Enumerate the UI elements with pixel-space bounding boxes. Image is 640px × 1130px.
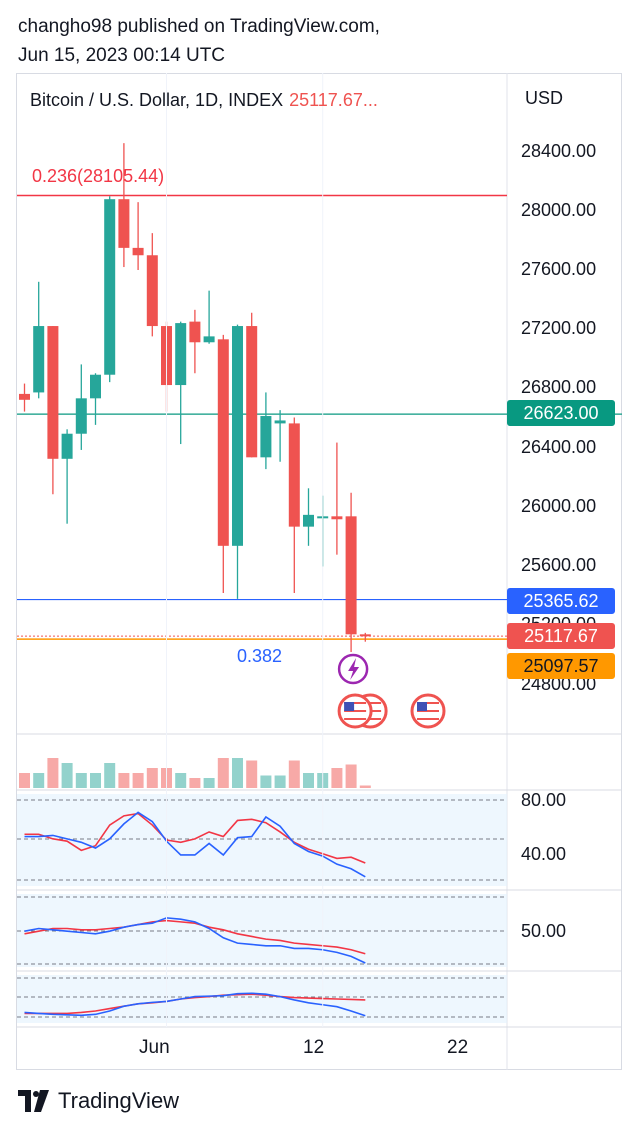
oscillator-line bbox=[24, 812, 366, 864]
candle-body bbox=[189, 321, 201, 343]
candle-body bbox=[359, 634, 371, 637]
us-flag-stripe bbox=[344, 714, 367, 716]
candle-body bbox=[19, 393, 30, 400]
candle-body bbox=[246, 326, 258, 458]
candle-body bbox=[75, 398, 87, 434]
tradingview-logo[interactable]: TradingView bbox=[18, 1088, 179, 1114]
candle-body bbox=[288, 423, 300, 527]
oscillator-line bbox=[24, 992, 366, 1017]
y-tick-label: 26400.00 bbox=[521, 437, 597, 457]
us-flag-stripe bbox=[417, 710, 439, 712]
candle-body bbox=[232, 326, 243, 546]
candle-body bbox=[146, 255, 158, 327]
y-tick-label: 27200.00 bbox=[521, 318, 597, 338]
candle-body bbox=[217, 339, 229, 546]
volume-bar bbox=[359, 785, 371, 788]
volume-bar bbox=[132, 773, 144, 788]
volume-bar bbox=[90, 773, 101, 788]
osc1-tick-label: 40.00 bbox=[521, 844, 567, 864]
volume-bar bbox=[118, 773, 130, 788]
volume-bar bbox=[303, 773, 314, 788]
candle-body bbox=[118, 199, 130, 248]
symbol-legend: Bitcoin / U.S. Dollar, 1D, INDEX 25117.67… bbox=[30, 90, 378, 111]
candle-body bbox=[331, 516, 343, 520]
x-tick-label: 22 bbox=[447, 1037, 469, 1058]
us-flag-stripe bbox=[344, 718, 367, 720]
y-tick-label: 25600.00 bbox=[521, 555, 597, 575]
y-tick-label: 28400.00 bbox=[521, 141, 597, 161]
volume-bar bbox=[260, 775, 272, 788]
currency-label[interactable]: USD bbox=[525, 88, 564, 108]
candle-body bbox=[132, 247, 144, 256]
us-flag-stripe bbox=[344, 702, 367, 704]
candle-body bbox=[345, 516, 357, 635]
fib-upper-label: 0.236(28105.44) bbox=[32, 166, 165, 186]
candle-body bbox=[260, 416, 272, 458]
candle-body bbox=[175, 323, 187, 386]
us-flag-stripe bbox=[417, 718, 439, 720]
us-flag-canton bbox=[417, 702, 427, 711]
oscillator-line bbox=[24, 919, 366, 955]
us-flag-canton bbox=[344, 702, 355, 711]
us-flag-stripe bbox=[344, 706, 367, 708]
candle-body bbox=[303, 514, 314, 527]
volume-bar bbox=[232, 758, 243, 788]
osc2-tick-label: 50.00 bbox=[521, 921, 567, 941]
candle-body bbox=[90, 374, 101, 399]
volume-bar bbox=[217, 758, 229, 788]
volume-bar bbox=[246, 760, 258, 788]
publish-header: changho98 published on TradingView.com, … bbox=[18, 12, 380, 70]
x-tick-label: 12 bbox=[303, 1037, 325, 1058]
us-flag-stripe bbox=[417, 714, 439, 716]
oscillator-line bbox=[24, 993, 366, 1015]
volume-bar bbox=[104, 763, 116, 788]
symbol-name: Bitcoin / U.S. Dollar, 1D, INDEX bbox=[30, 90, 284, 110]
x-tick-label: Jun bbox=[139, 1037, 170, 1058]
volume-bar bbox=[274, 775, 286, 788]
y-tick-label: 24800.00 bbox=[521, 674, 597, 694]
volume-bar bbox=[61, 763, 73, 788]
candle-body bbox=[61, 433, 73, 459]
last-price: 25117.67... bbox=[289, 90, 378, 110]
publisher-line: changho98 published on TradingView.com, bbox=[18, 16, 380, 37]
volume-bar bbox=[203, 778, 215, 788]
us-flag-stripe bbox=[417, 706, 439, 708]
oscillator-line bbox=[24, 811, 366, 878]
publish-date: Jun 15, 2023 00:14 UTC bbox=[18, 45, 226, 66]
volume-bar bbox=[19, 773, 30, 788]
price-tag-green: 26623.00 bbox=[507, 400, 615, 426]
osc1-tick-label: 80.00 bbox=[521, 790, 567, 810]
volume-bar bbox=[47, 758, 59, 788]
oscillator-band bbox=[17, 975, 507, 1023]
price-tag-blue: 25365.62 bbox=[507, 588, 615, 614]
oscillator-line bbox=[24, 917, 366, 964]
fib-lower-label: 0.382 bbox=[237, 646, 283, 666]
y-tick-label: 27600.00 bbox=[521, 259, 597, 279]
candle-body bbox=[47, 326, 59, 459]
us-flag-stripe bbox=[344, 710, 367, 712]
volume-bar bbox=[331, 768, 343, 788]
volume-bar bbox=[288, 760, 300, 788]
candle-body bbox=[203, 336, 215, 343]
y-tick-label: 28000.00 bbox=[521, 200, 597, 220]
us-flag-stripe bbox=[417, 702, 439, 704]
candle-body bbox=[104, 199, 116, 375]
volume-bar bbox=[189, 778, 201, 788]
brand-name: TradingView bbox=[58, 1088, 180, 1113]
volume-bar bbox=[146, 768, 158, 788]
oscillator-band bbox=[17, 794, 507, 886]
volume-bar bbox=[75, 773, 87, 788]
tradingview-logo-icon bbox=[18, 1090, 49, 1112]
volume-bar bbox=[33, 773, 45, 788]
price-tag-orange: 25097.57 bbox=[507, 653, 615, 679]
chart-frame bbox=[16, 73, 622, 1070]
candle-body bbox=[33, 326, 45, 393]
lightning-icon-glyph bbox=[348, 658, 360, 680]
price-tag-red: 25117.67 bbox=[507, 623, 615, 649]
y-tick-label: 26000.00 bbox=[521, 496, 597, 516]
candle-body bbox=[274, 420, 286, 424]
volume-bar bbox=[175, 773, 187, 788]
volume-bar bbox=[345, 764, 357, 788]
y-tick-label: 26800.00 bbox=[521, 377, 597, 397]
